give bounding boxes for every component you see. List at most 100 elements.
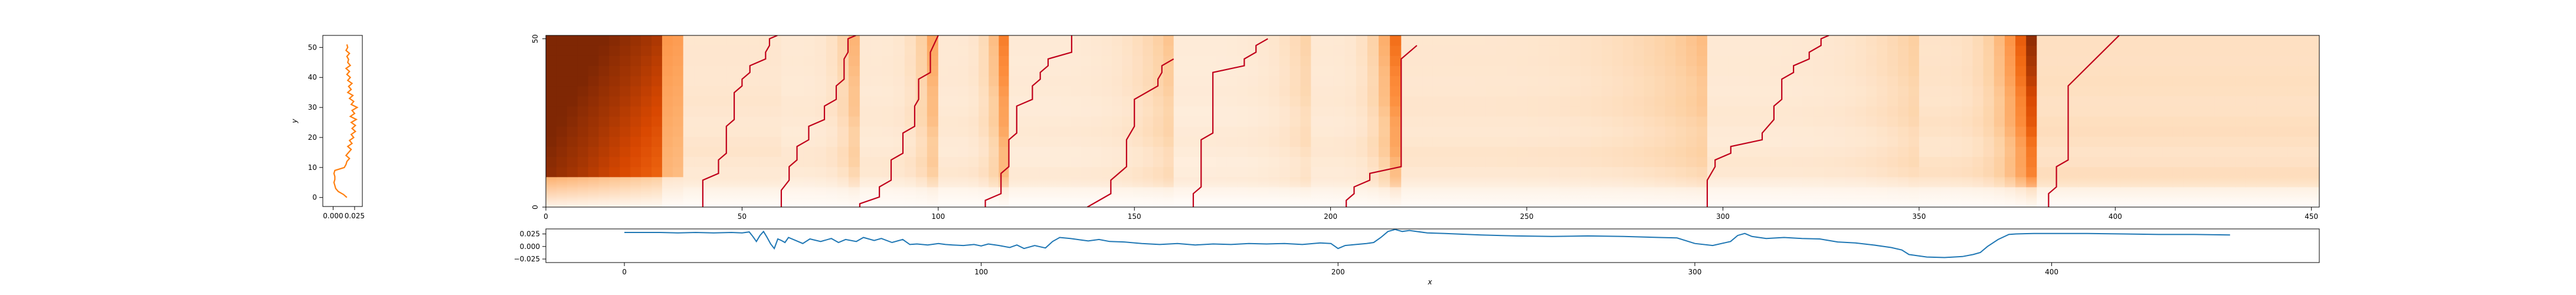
heatmap-cell: [837, 146, 849, 158]
heatmap-cell: [1122, 45, 1133, 56]
heatmap-cell: [1591, 86, 1602, 97]
heatmap-cell: [1696, 166, 1708, 178]
heatmap-cell: [2037, 126, 2048, 137]
heatmap-cell: [2194, 106, 2205, 117]
heatmap-cell: [1602, 65, 1613, 77]
heatmap-cell: [738, 86, 749, 97]
heatmap-cell: [694, 166, 706, 178]
heatmap-cell: [1194, 76, 1206, 87]
heatmap-cell: [1602, 126, 1613, 137]
heatmap-cell: [1432, 35, 1444, 46]
heatmap-cell: [1633, 96, 1645, 107]
heatmap-cell: [2110, 86, 2121, 97]
heatmap-cell: [1739, 136, 1750, 147]
heatmap-cell: [1132, 35, 1143, 46]
heatmap-cell: [1356, 35, 1368, 46]
heatmap-cell: [2162, 76, 2174, 87]
heatmap-cell: [1644, 45, 1655, 56]
heatmap-cell: [1654, 65, 1665, 77]
heatmap-cell: [748, 96, 760, 107]
heatmap-cell: [1696, 55, 1708, 66]
heatmap-cell: [1770, 65, 1782, 77]
heatmap-cell: [1091, 86, 1102, 97]
heatmap-cell: [567, 106, 578, 117]
heatmap-cell: [1696, 146, 1708, 158]
heatmap-cell: [1039, 86, 1050, 97]
heatmap-cell: [759, 106, 771, 117]
heatmap-cell: [1496, 146, 1507, 158]
heatmap-cell: [1824, 136, 1835, 147]
heatmap-cell: [2068, 116, 2079, 127]
heatmap-cell: [683, 76, 695, 87]
heatmap-cell: [1184, 166, 1196, 178]
heatmap-cell: [915, 35, 928, 46]
heatmap-cell: [1591, 116, 1602, 127]
heatmap-cell: [1855, 106, 1867, 117]
heatmap-cell: [927, 166, 939, 178]
heatmap-cell: [1184, 136, 1196, 147]
heatmap-cell: [1464, 45, 1476, 56]
heatmap-cell: [1962, 106, 1973, 117]
heatmap-cell: [859, 106, 872, 117]
heatmap-cell: [1866, 116, 1877, 127]
heatmap-cell: [1432, 166, 1444, 178]
heatmap-cell: [1633, 45, 1645, 56]
heatmap-cell: [2037, 86, 2048, 97]
heatmap-cell: [1781, 86, 1793, 97]
heatmap-cell: [1802, 136, 1814, 147]
heatmap-cell: [1517, 136, 1528, 147]
heatmap-cell: [792, 45, 804, 56]
heatmap-cell: [1696, 65, 1708, 77]
heatmap-cell: [1268, 166, 1280, 178]
heatmap-cell: [641, 156, 652, 168]
heatmap-cell: [2089, 156, 2100, 168]
heatmap-cell: [1194, 116, 1206, 127]
heatmap-cell: [1538, 86, 1550, 97]
heatmap-cell: [588, 55, 600, 66]
heatmap-cell: [1029, 166, 1040, 178]
heatmap-cell: [1570, 106, 1581, 117]
heatmap-cell: [1517, 106, 1528, 117]
heatmap-cell: [2037, 96, 2048, 107]
heatmap-cell: [1237, 35, 1248, 46]
heatmap-cell: [2026, 65, 2037, 77]
heatmap-cell: [948, 65, 959, 77]
heatmap-cell: [748, 65, 760, 77]
heatmap-cell: [1517, 166, 1528, 178]
heatmap-cell: [2099, 116, 2111, 127]
heatmap-cell: [1538, 166, 1550, 178]
heatmap-cell: [1940, 86, 1952, 97]
heatmap-cell: [1194, 55, 1206, 66]
heatmap-x-tick-label: 150: [1128, 212, 1141, 221]
heatmap-cell: [1279, 96, 1291, 107]
heatmap-cell: [1454, 65, 1465, 77]
left-y-tick-label: 10: [308, 163, 317, 172]
heatmap-cell: [2099, 35, 2111, 46]
heatmap-cell: [630, 106, 641, 117]
heatmap-cell: [1153, 116, 1164, 127]
heatmap-cell: [1622, 146, 1634, 158]
heatmap-cell: [2141, 55, 2152, 66]
heatmap-cell: [1527, 35, 1539, 46]
heatmap-cell: [556, 45, 568, 56]
heatmap-cell: [882, 126, 894, 137]
heatmap-cell: [1517, 116, 1528, 127]
heatmap-cell: [999, 126, 1010, 137]
heatmap-cell: [1972, 126, 1984, 137]
heatmap-cell: [770, 126, 782, 137]
heatmap-cell: [1951, 136, 1963, 147]
heatmap-cell: [1422, 76, 1433, 87]
heatmap-cell: [1972, 45, 1984, 56]
heatmap-cell: [1443, 166, 1455, 178]
heatmap-cell: [999, 55, 1010, 66]
heatmap-cell: [556, 156, 568, 168]
heatmap-cell: [948, 96, 959, 107]
heatmap-cell: [948, 136, 959, 147]
heatmap-cell: [1485, 65, 1497, 77]
heatmap-cell: [630, 45, 641, 56]
heatmap-cell: [1781, 166, 1793, 178]
heatmap-cell: [2204, 86, 2215, 97]
heatmap-cell: [1707, 45, 1719, 56]
heatmap-cell: [1824, 126, 1835, 137]
heatmap-cell: [609, 35, 620, 46]
